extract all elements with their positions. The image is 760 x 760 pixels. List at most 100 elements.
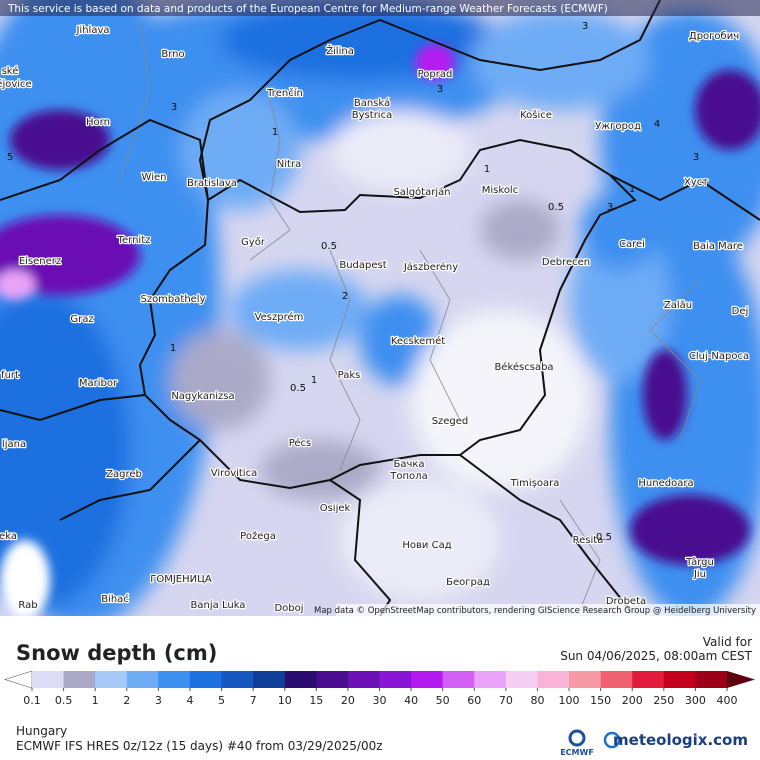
contour-label: 0.5: [321, 241, 337, 252]
city-label: Дрогобич: [689, 31, 739, 42]
city-label: Poprad: [418, 69, 453, 80]
city-label: Maribor: [79, 378, 118, 389]
city-label: Baia Mare: [693, 241, 743, 252]
valid-label: Valid for: [703, 635, 752, 649]
city-label: Resita: [573, 535, 604, 546]
city-label: Paks: [338, 370, 361, 381]
colorbar-label: 10: [278, 694, 292, 707]
city-label: Miskolc: [482, 185, 518, 196]
colorbar-label: 3: [155, 694, 162, 707]
contour-label: 0.5: [596, 532, 612, 543]
colorbar-label: 30: [373, 694, 387, 707]
contour-labels: 3 3 3 1 0.5 0.5 1 0.5 1 2 1 4 3 5 1 3 0.5: [7, 21, 699, 543]
contour-label: 1: [629, 184, 635, 195]
colorbar-bin: [32, 671, 65, 688]
colorbar-over: [727, 671, 755, 688]
city-label: Žilina: [326, 44, 354, 57]
colorbar-label: 400: [717, 694, 738, 707]
contour-label: 3: [171, 102, 177, 113]
colorbar-label: 50: [436, 694, 450, 707]
ecmwf-logo: ECMWF: [560, 748, 594, 757]
city-label: Požega: [240, 530, 276, 542]
contour-label: 1: [272, 127, 278, 138]
city-label: Zalău: [664, 300, 692, 311]
colorbar-bin: [537, 671, 570, 688]
contour-label: 3: [437, 84, 443, 95]
city-label: Топола: [389, 471, 427, 482]
colorbar-bin: [63, 671, 96, 688]
colorbar-bin: [632, 671, 665, 688]
colorbar-bin: [221, 671, 254, 688]
city-label: Târgu: [685, 556, 714, 568]
colorbar-bin: [474, 671, 507, 688]
city-label: furt: [1, 370, 19, 381]
city-label: Virovitica: [211, 468, 257, 479]
colorbar-label: 4: [186, 694, 193, 707]
colorbar-label: 300: [685, 694, 706, 707]
colorbar-label: 70: [499, 694, 513, 707]
colorbar-bin: [284, 671, 317, 688]
city-label: Нови Сад: [402, 540, 451, 551]
borders: [0, 0, 760, 616]
city-label: Kecskemét: [391, 335, 445, 347]
colorbar-label: 20: [341, 694, 355, 707]
contour-label: 1: [170, 343, 176, 354]
city-label: Drobeta: [606, 596, 646, 607]
colorbar-bin: [316, 671, 349, 688]
city-label: Banja Luka: [191, 600, 246, 611]
city-label: Ternitz: [117, 235, 151, 246]
city-label: Osijek: [320, 503, 351, 514]
model-info: ECMWF IFS HRES 0z/12z (15 days) #40 from…: [16, 739, 383, 753]
city-label: eka: [0, 531, 17, 542]
colorbar-label: 5: [218, 694, 225, 707]
contour-label: 3: [607, 202, 613, 213]
colorbar-bin: [379, 671, 412, 688]
city-label: Nagykanizsa: [171, 391, 234, 402]
contour-label: 0.5: [548, 202, 564, 213]
city-labels: Jihlava skéějovice Brno Žilina Poprad Дрогоби…: [0, 24, 750, 616]
colorbar-label: 0.1: [23, 694, 41, 707]
colorbar-bin: [126, 671, 159, 688]
colorbar-bin: [158, 671, 191, 688]
colorbar-bin: [411, 671, 444, 688]
colorbar-label: 200: [622, 694, 643, 707]
colorbar-bin: [569, 671, 602, 688]
colorbar-label: 15: [309, 694, 323, 707]
city-label: Bratislava: [187, 178, 237, 189]
region: Hungary: [16, 724, 67, 738]
contour-label: 1: [311, 375, 317, 386]
contour-label: 0.5: [290, 383, 306, 394]
city-label: Eisenerz: [19, 256, 61, 267]
city-label: Rab: [18, 600, 37, 611]
colorbar-bin: [347, 671, 380, 688]
city-label: Jászberény: [403, 261, 458, 273]
city-label: Бачка: [393, 459, 424, 470]
contour-label: 1: [484, 164, 490, 175]
colorbar-bin: [663, 671, 696, 688]
city-label: Београд: [446, 577, 490, 588]
city-label: Wien: [142, 172, 167, 183]
contour-label: 3: [582, 21, 588, 32]
city-label: Banská: [354, 97, 390, 109]
city-label: Veszprém: [255, 311, 304, 323]
valid-time: Sun 04/06/2025, 08:00am CEST: [560, 649, 752, 663]
colorbar-label: 1: [92, 694, 99, 707]
city-label: Brno: [161, 49, 184, 60]
colorbar-label: 40: [404, 694, 418, 707]
city-label: Košice: [520, 109, 552, 121]
city-label: Хуст: [684, 177, 708, 188]
city-label: Nitra: [277, 159, 301, 170]
colorbar-bin: [442, 671, 475, 688]
city-label: Bystrica: [352, 110, 392, 121]
colorbar-bin: [505, 671, 538, 688]
city-label: Győr: [241, 236, 266, 248]
credit-bar: [336, 604, 760, 616]
city-label: ějovice: [0, 78, 32, 90]
city-label: Zagreb: [106, 469, 142, 480]
attribution-bar: [0, 0, 760, 16]
city-label: Békéscsaba: [494, 361, 553, 373]
city-label: ské: [2, 65, 19, 77]
contour-label: 4: [654, 119, 660, 130]
colorbar: 0.1 0.5 1 2 3 4 5 7 10 15 20 30 40 50 60 70 80 100 150 200 2…: [4, 670, 755, 707]
